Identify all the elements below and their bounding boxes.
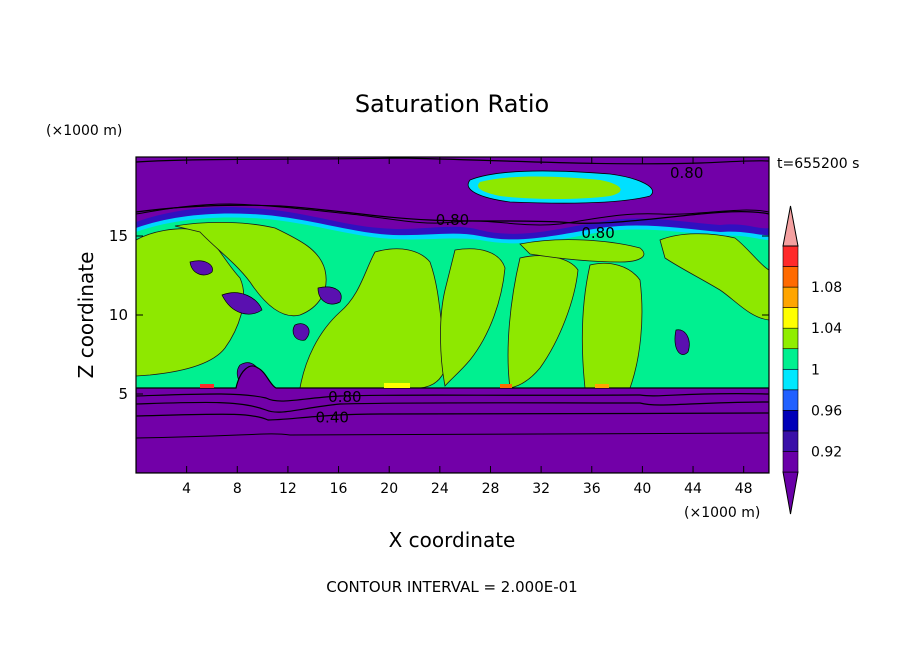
y-axis-label: Z coordinate	[74, 252, 98, 379]
chart-title: Saturation Ratio	[355, 90, 549, 118]
dry-patches	[189, 260, 690, 386]
x-axis-label: X coordinate	[389, 528, 516, 552]
contour-field	[136, 157, 769, 473]
colorbar-label: 0.92	[811, 444, 842, 460]
colorbar-label: 1	[811, 362, 820, 378]
contour-interval-label: CONTOUR INTERVAL = 2.000E-01	[326, 578, 577, 596]
colorbar-band	[782, 389, 799, 411]
colorbar-band	[782, 327, 799, 350]
x-tick-label: 32	[532, 481, 550, 497]
x-tick-label: 20	[380, 481, 398, 497]
contour-label: 0.40	[316, 409, 349, 427]
x-tick-label: 12	[279, 481, 297, 497]
contour-labels: 0.80 0.80 0.80 0.80 0.40	[316, 164, 704, 427]
lower-dry-layer	[136, 365, 769, 473]
colorbar-label: 1.04	[811, 321, 842, 337]
colorbar-band	[782, 430, 799, 452]
colorbar-label: 0.96	[811, 403, 842, 419]
contour-lines	[136, 157, 769, 439]
upper-wisp-green	[478, 176, 621, 199]
x-unit-label: (×1000 m)	[684, 505, 760, 521]
colorbar-band	[782, 307, 799, 329]
time-label: t=655200 s	[777, 156, 859, 172]
supersat-spots	[200, 383, 609, 388]
y-unit-label: (×1000 m)	[46, 123, 122, 139]
colorbar-band	[782, 368, 799, 391]
x-axis: 4 8 12 16 20 24 28 32 36 40 44 48	[182, 157, 753, 497]
colorbar-band	[782, 266, 799, 288]
contour-label: 0.80	[328, 388, 361, 406]
x-tick-label: 40	[633, 481, 651, 497]
y-tick-label: 5	[118, 385, 128, 403]
y-tick-label: 15	[109, 227, 128, 245]
x-tick-label: 8	[233, 481, 242, 497]
colorbar-label: 1.08	[811, 280, 842, 296]
colorbar: 0.92 0.96 1 1.04 1.08	[782, 205, 842, 515]
x-tick-label: 44	[684, 481, 702, 497]
x-tick-label: 16	[330, 481, 348, 497]
y-tick-label: 10	[109, 306, 128, 324]
contour-label: 0.80	[436, 211, 469, 229]
colorbar-band	[782, 348, 799, 370]
colorbar-band	[782, 286, 799, 308]
x-tick-label: 4	[182, 481, 191, 497]
colorbar-over-triangle	[782, 205, 799, 247]
contour-label: 0.80	[670, 164, 703, 182]
x-tick-label: 48	[735, 481, 753, 497]
y-axis: 5 10 15	[109, 227, 769, 403]
x-tick-label: 24	[431, 481, 449, 497]
colorbar-under-triangle	[782, 471, 799, 515]
colorbar-band	[782, 410, 799, 432]
colorbar-band	[782, 245, 799, 267]
x-tick-label: 28	[482, 481, 500, 497]
x-tick-label: 36	[583, 481, 601, 497]
colorbar-band	[782, 451, 799, 473]
contour-label: 0.80	[581, 224, 614, 242]
